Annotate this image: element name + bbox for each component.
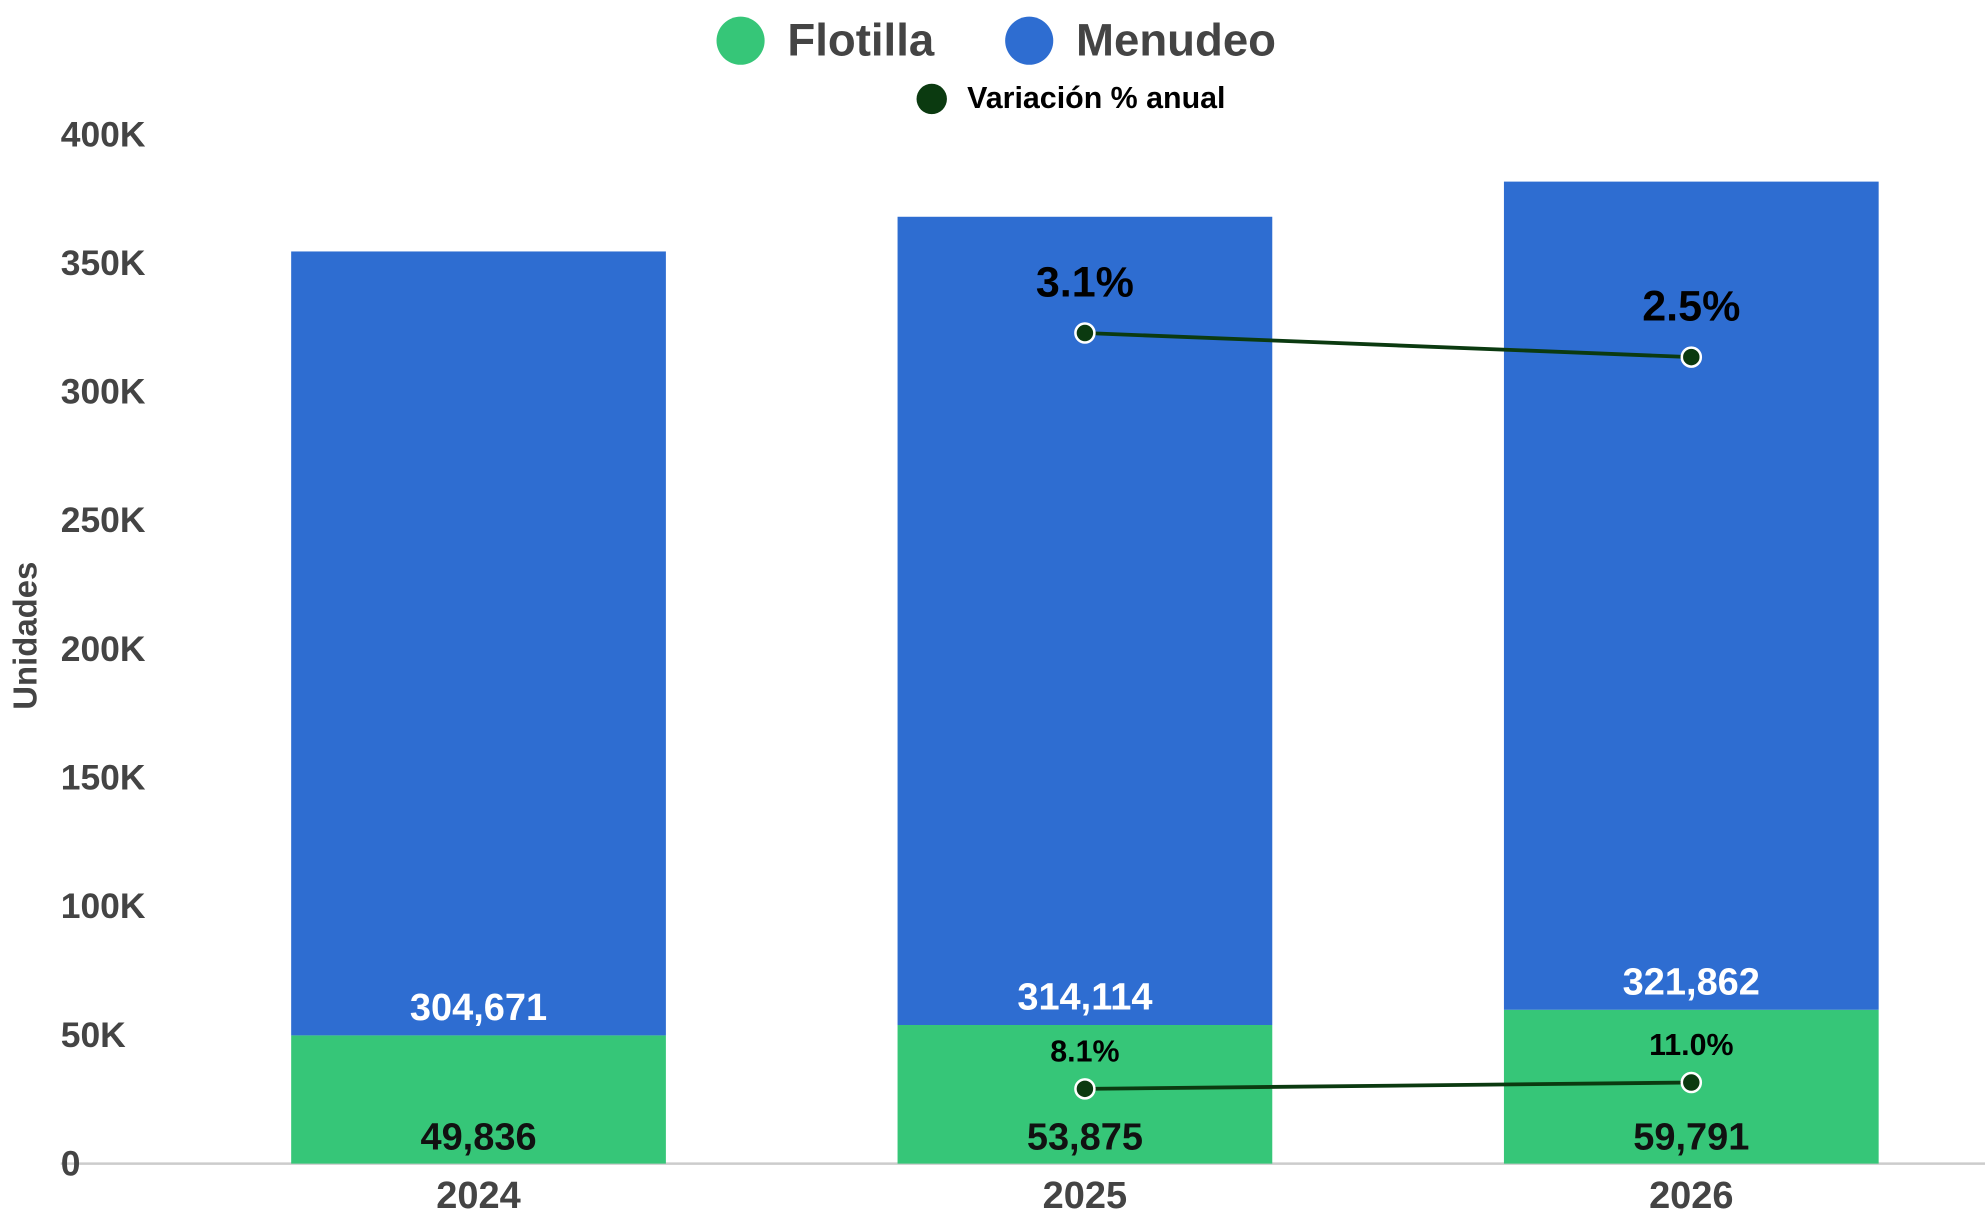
- legend-label: Flotilla: [787, 14, 934, 65]
- bar-segment: [897, 216, 1273, 1025]
- legend-swatch: [716, 16, 765, 65]
- data-label: 49,836: [420, 1117, 536, 1159]
- data-label: 321,862: [1623, 961, 1760, 1003]
- y-tick-label: 0: [61, 1144, 81, 1184]
- variation-label: 11.0%: [1649, 1028, 1733, 1062]
- legend-label: Variación % anual: [967, 81, 1225, 115]
- x-tick-label: 2025: [1043, 1175, 1127, 1217]
- variation-line: [1084, 331, 1692, 359]
- variation-point: [1680, 346, 1703, 368]
- variation-point: [1680, 1071, 1703, 1094]
- legend-swatch: [916, 83, 947, 115]
- bar-segment: [291, 251, 666, 1036]
- variation-label: 2.5%: [1642, 282, 1740, 330]
- y-tick-label: 400K: [61, 114, 146, 154]
- variation-label: 3.1%: [1036, 258, 1134, 306]
- data-label: 314,114: [1017, 977, 1152, 1019]
- x-tick-label: 2026: [1649, 1175, 1733, 1217]
- x-tick-label: 2024: [436, 1175, 520, 1217]
- data-label: 59,791: [1633, 1117, 1749, 1159]
- variation-line: [1084, 1080, 1692, 1091]
- data-label: 304,671: [410, 987, 547, 1029]
- data-label: 53,875: [1027, 1117, 1143, 1159]
- y-tick-label: 350K: [61, 243, 146, 283]
- y-tick-label: 300K: [61, 372, 146, 412]
- bar-segment: [291, 1035, 666, 1164]
- variation-point: [1074, 322, 1096, 344]
- variation-point: [1074, 1078, 1096, 1100]
- bar-segment: [1503, 181, 1879, 1010]
- variation-label: 8.1%: [1050, 1034, 1119, 1068]
- y-axis-label: Unidades: [7, 562, 44, 710]
- legend-swatch: [1005, 16, 1054, 65]
- y-tick-label: 200K: [61, 629, 146, 669]
- y-tick-label: 50K: [61, 1015, 126, 1055]
- legend-label: Menudeo: [1076, 14, 1276, 65]
- y-tick-label: 250K: [61, 500, 146, 540]
- y-tick-label: 100K: [61, 886, 146, 926]
- y-tick-label: 150K: [61, 758, 146, 798]
